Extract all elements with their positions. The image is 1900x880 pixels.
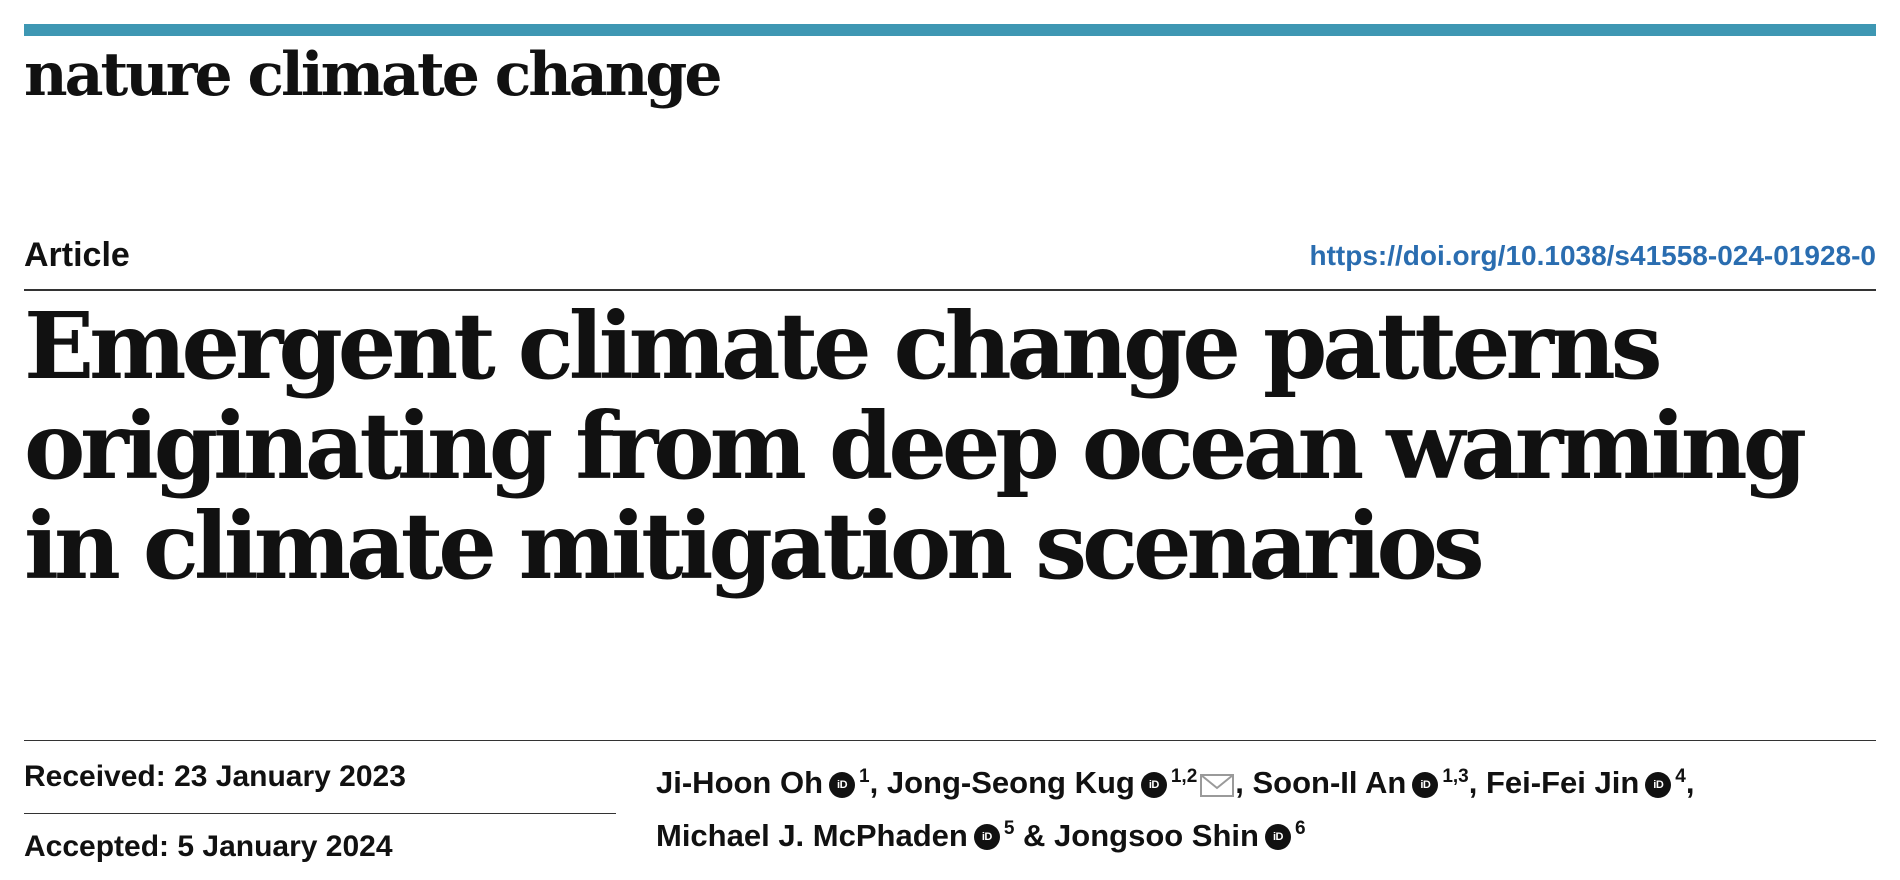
orcid-icon[interactable]: iD <box>1140 772 1167 799</box>
accepted-date: Accepted: 5 January 2024 <box>24 830 393 863</box>
author-separator: , <box>1468 765 1486 801</box>
orcid-icon[interactable]: iD <box>829 772 856 799</box>
author-separator: & <box>1014 817 1055 853</box>
header-divider <box>24 289 1876 291</box>
orcid-icon[interactable]: iD <box>1264 824 1291 851</box>
journal-name[interactable]: nature climate change <box>24 40 723 110</box>
author-separator: , <box>1235 765 1253 801</box>
author-affiliation[interactable]: 1,3 <box>1442 766 1469 787</box>
author-name[interactable]: Jong-Seong Kug <box>886 765 1135 801</box>
author-affiliation[interactable]: 5 <box>1003 818 1015 840</box>
orcid-icon[interactable]: iD <box>973 824 1000 851</box>
author-separator: , <box>1685 765 1695 801</box>
journal-accent-bar <box>24 24 1876 36</box>
received-date: Received: 23 January 2023 <box>24 760 406 793</box>
author: Jong-Seong Kug iD 1,2, <box>887 765 1253 800</box>
meta-divider <box>24 740 1876 741</box>
author-affiliation[interactable]: 1 <box>859 766 870 787</box>
accepted-date-block: Accepted: 5 January 2024 <box>24 822 616 872</box>
received-date-block: Received: 23 January 2023 <box>24 752 616 802</box>
author-affiliation[interactable]: 6 <box>1294 818 1306 840</box>
author-name[interactable]: Fei-Fei Jin <box>1485 765 1640 801</box>
envelope-icon[interactable] <box>1199 772 1235 798</box>
author-list: Ji-Hoon Oh iD 1, Jong-Seong Kug iD 1,2, Soon… <box>656 754 1856 859</box>
author: Fei-Fei Jin iD 4, <box>1486 765 1695 800</box>
author-affiliation[interactable]: 1,2 <box>1170 766 1198 787</box>
article-title: Emergent climate change patterns origina… <box>24 292 1807 600</box>
author-affiliation[interactable]: 4 <box>1675 766 1686 787</box>
orcid-icon[interactable]: iD <box>1645 772 1672 799</box>
author-name[interactable]: Ji-Hoon Oh <box>656 765 824 801</box>
author-name[interactable]: Soon-Il An <box>1252 765 1407 801</box>
author: Michael J. McPhaden iD 5 & <box>656 818 1054 853</box>
orcid-icon[interactable]: iD <box>1412 772 1439 799</box>
author-separator: , <box>869 765 887 801</box>
doi-link[interactable]: https://doi.org/10.1038/s41558-024-01928… <box>1309 240 1876 271</box>
author-name[interactable]: Jongsoo Shin <box>1054 817 1259 853</box>
date-divider <box>24 813 616 814</box>
author: Jongsoo Shin iD 6 <box>1054 818 1306 853</box>
author: Ji-Hoon Oh iD 1, <box>656 765 887 800</box>
author: Soon-Il An iD 1,3, <box>1253 765 1486 800</box>
article-type: Article <box>24 236 130 274</box>
author-name[interactable]: Michael J. McPhaden <box>656 817 968 853</box>
